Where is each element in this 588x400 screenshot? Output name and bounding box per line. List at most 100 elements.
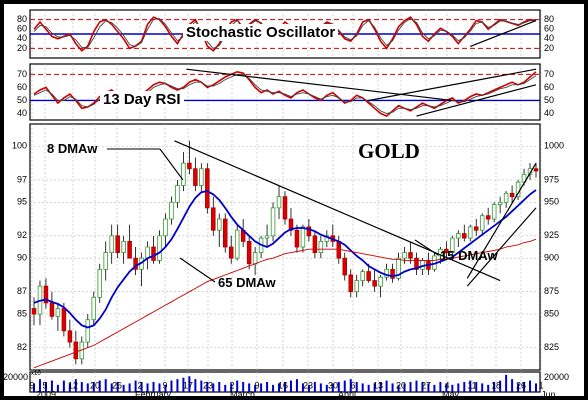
xtick-4: 26 — [112, 380, 122, 390]
candle-body-32 — [222, 218, 228, 248]
candle-body-28 — [199, 168, 204, 186]
xtick-13: 30 — [328, 380, 338, 390]
candle-body-68 — [438, 248, 443, 257]
candle-body-48 — [318, 241, 324, 253]
stochastic-title: Stochastic Oscillator — [183, 24, 339, 41]
xtick-9: 2 — [229, 380, 234, 390]
xtick-21: 26 — [516, 380, 526, 390]
xtick-16: 20 — [396, 380, 406, 390]
candle-body-70 — [450, 237, 455, 253]
volume-bar-57 — [373, 383, 376, 392]
candle-body-24 — [175, 185, 180, 203]
candle-body-76 — [485, 215, 491, 220]
candle-body-44 — [294, 229, 300, 248]
xtick-2: 12 — [68, 380, 78, 390]
candle-body-9 — [85, 319, 91, 343]
xtick-10: 9 — [254, 380, 259, 390]
rsi-ytick-left-1: 60 — [17, 82, 27, 92]
candle-body-7 — [73, 341, 79, 360]
volume-bar-11 — [98, 380, 101, 392]
candle-body-29 — [205, 168, 210, 209]
stochastic-ytick-left-0: 80 — [17, 14, 27, 24]
volume-bar-39 — [266, 382, 269, 392]
candle-body-21 — [157, 235, 162, 261]
volume-bar-30 — [212, 383, 215, 392]
volume-bar-58 — [379, 382, 382, 392]
volume-bar-47 — [313, 382, 316, 392]
volume-bar-67 — [433, 384, 436, 392]
volume-bar-59 — [385, 380, 388, 392]
candle-body-3 — [49, 302, 55, 317]
volume-bar-12 — [104, 379, 107, 392]
volume-scale-label: x10 — [31, 371, 41, 377]
volume-bar-33 — [230, 383, 233, 392]
volume-bar-45 — [301, 383, 304, 392]
volume-bar-51 — [337, 382, 340, 392]
volume-bar-5 — [62, 380, 65, 392]
volume-bar-77 — [493, 382, 496, 392]
candle-body-40 — [270, 207, 276, 237]
price-ytick-right-7: 825 — [544, 342, 559, 352]
rsi-ytick-right-1: 60 — [544, 82, 554, 92]
xtick-15: 13 — [373, 380, 383, 390]
candle-body-45 — [300, 226, 306, 248]
candle-body-6 — [67, 330, 73, 343]
candle-body-78 — [497, 201, 503, 205]
candle-body-64 — [414, 257, 419, 270]
volume-bar-80 — [511, 379, 514, 392]
candle-body-59 — [384, 268, 389, 278]
price-trendline-1 — [466, 162, 537, 279]
rsi-ytick-right-0: 70 — [544, 69, 554, 79]
price-ytick-right-4: 900 — [544, 253, 559, 263]
volume-bar-49 — [325, 384, 328, 392]
volume-bar-1 — [38, 379, 41, 392]
volume-bar-82 — [523, 382, 526, 392]
volume-bar-34 — [236, 380, 239, 392]
volume-bar-63 — [409, 382, 412, 392]
volume-bar-54 — [355, 382, 358, 392]
price-ytick-right-3: 925 — [544, 230, 559, 240]
candle-body-31 — [217, 218, 222, 231]
rsi-trendline-0 — [186, 68, 453, 102]
candle-body-17 — [133, 257, 138, 270]
candle-body-20 — [151, 246, 156, 261]
xtick-1: 5 — [42, 380, 47, 390]
volume-bar-27 — [194, 379, 197, 392]
candle-body-36 — [246, 241, 252, 265]
candle-body-11 — [97, 268, 102, 298]
volume-bar-21 — [158, 383, 161, 392]
candle-body-0 — [31, 308, 37, 315]
price-ytick-left-3: 92 — [17, 230, 27, 240]
volume-bar-23 — [170, 380, 173, 392]
candle-body-4 — [55, 308, 61, 317]
stochastic-ytick-right-1: 60 — [544, 24, 554, 34]
volume-bar-50 — [331, 383, 334, 392]
xtick-19: 11 — [467, 380, 476, 390]
moving-average-0 — [33, 189, 537, 329]
candle-body-27 — [193, 168, 198, 186]
volume-bar-31 — [218, 382, 221, 392]
volume-bar-10 — [92, 382, 95, 392]
volume-bar-26 — [188, 376, 191, 392]
rsi-title: 13 Day RSI — [100, 91, 184, 108]
price-ytick-left-0: 100 — [12, 141, 27, 151]
volume-bar-25 — [182, 377, 185, 392]
price-ytick-right-0: 1000 — [544, 141, 564, 151]
candle-body-47 — [312, 235, 318, 253]
price-ytick-right-1: 975 — [544, 174, 559, 184]
price-panel — [29, 123, 541, 371]
volume-bar-74 — [475, 382, 478, 392]
candle-body-52 — [342, 257, 348, 276]
volume-bar-19 — [146, 383, 149, 392]
volume-bar-55 — [361, 383, 364, 392]
volume-bar-20 — [152, 382, 155, 392]
rsi-trendline-2 — [416, 84, 537, 117]
candle-body-57 — [372, 280, 377, 287]
rsi-ytick-left-0: 70 — [17, 69, 27, 79]
moving-average-1 — [33, 238, 537, 369]
volume-bar-15 — [122, 384, 125, 392]
volume-bar-83 — [529, 380, 532, 392]
dma15-label: 15 DMAw — [440, 248, 498, 263]
rsi-ytick-left-2: 50 — [17, 95, 27, 105]
month-label-4: May — [442, 389, 460, 399]
